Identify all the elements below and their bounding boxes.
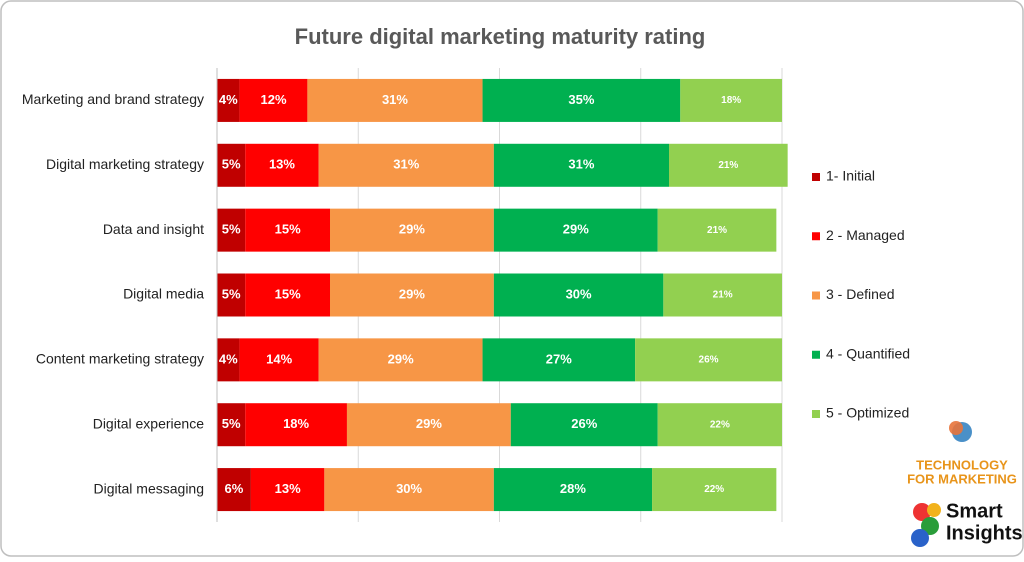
bar-segment (657, 403, 782, 447)
data-label: 5% (222, 222, 241, 237)
data-label: 13% (269, 157, 295, 172)
y-tick-label: Digital experience (93, 415, 204, 431)
logo-icon (921, 517, 939, 535)
data-label: 31% (568, 157, 594, 172)
data-label: 22% (704, 484, 724, 495)
data-label: 18% (283, 416, 309, 431)
bar-segment (318, 143, 494, 187)
data-label: 12% (260, 92, 286, 107)
legend-label: 3 - Defined (826, 286, 894, 302)
bar-segment (217, 208, 246, 252)
y-tick-label: Marketing and brand strategy (22, 91, 204, 107)
brand-text: Insights (946, 522, 1023, 544)
bar-segment (318, 338, 483, 382)
data-label: 15% (275, 222, 301, 237)
data-label: 15% (275, 286, 301, 301)
chart-title: Future digital marketing maturity rating (295, 24, 706, 49)
data-label: 14% (266, 351, 292, 366)
bar-segment (493, 468, 653, 512)
data-label: 21% (707, 225, 727, 236)
bar-segment (245, 143, 319, 187)
y-tick-label: Content marketing strategy (36, 351, 204, 367)
data-label: 5% (222, 416, 241, 431)
data-label: 13% (275, 481, 301, 496)
data-label: 29% (399, 222, 425, 237)
bar-segment (324, 468, 494, 512)
legend-swatch (812, 173, 820, 181)
logo-icon (911, 529, 929, 547)
bar-segment (330, 208, 494, 252)
bar-segment (217, 468, 251, 512)
data-label: 27% (546, 351, 572, 366)
bar-segment (217, 338, 240, 382)
bar-segment (669, 143, 788, 187)
legend-swatch (812, 291, 820, 300)
y-tick-label: Digital marketing strategy (46, 156, 204, 172)
bar-segment (680, 78, 782, 122)
data-label: 28% (560, 481, 586, 496)
data-label: 4% (219, 92, 238, 107)
bar-segment (239, 338, 319, 382)
bar-segment (330, 273, 494, 317)
bar-segment (307, 78, 483, 122)
bar-segment (250, 468, 325, 512)
data-label: 30% (396, 481, 422, 496)
bar-segment (652, 468, 777, 512)
data-label: 5% (222, 286, 241, 301)
data-label: 35% (568, 92, 594, 107)
data-label: 18% (721, 95, 741, 106)
bar-segment (482, 78, 681, 122)
y-tick-label: Digital messaging (94, 480, 205, 496)
brand-text: Smart (946, 500, 1003, 522)
data-label: 21% (718, 160, 738, 171)
data-label: 22% (710, 419, 730, 430)
brand-text: FOR MARKETING (907, 471, 1017, 486)
legend-label: 5 - Optimized (826, 405, 909, 421)
bar-segment (493, 273, 664, 317)
y-tick-label: Digital media (123, 286, 204, 302)
data-label: 6% (225, 481, 244, 496)
bar-segment (217, 273, 246, 317)
bar-segment (245, 208, 330, 252)
bar-segment (217, 143, 246, 187)
bar-segment (493, 143, 669, 187)
logo-icon (927, 503, 941, 517)
data-label: 5% (222, 157, 241, 172)
branding: TECHNOLOGY FOR MARKETING Smart Insights (907, 421, 1023, 547)
data-label: 29% (416, 416, 442, 431)
data-label: 29% (399, 286, 425, 301)
bar-segment (635, 338, 782, 382)
data-label: 31% (393, 157, 419, 172)
legend-swatch (812, 350, 820, 359)
data-label: 26% (699, 354, 719, 365)
data-label: 29% (563, 222, 589, 237)
legend-swatch (812, 232, 820, 241)
bar-segment (663, 273, 782, 317)
bar-segment (482, 338, 636, 382)
legend-label: 1- Initial (826, 168, 875, 184)
data-label: 4% (219, 351, 238, 366)
bar-segment (245, 403, 347, 447)
data-label: 29% (388, 351, 414, 366)
data-label: 26% (571, 416, 597, 431)
data-label: 31% (382, 92, 408, 107)
data-label: 30% (566, 286, 592, 301)
brand-text: TECHNOLOGY (916, 457, 1008, 472)
bar-segment (239, 78, 308, 122)
bar-segment (217, 78, 240, 122)
bar-segment (493, 208, 658, 252)
bar-segment (510, 403, 658, 447)
bar-segment (657, 208, 777, 252)
logo-icon (913, 503, 931, 521)
legend-label: 4 - Quantified (826, 345, 910, 361)
y-tick-label: Data and insight (103, 221, 204, 237)
bar-segment (217, 403, 246, 447)
legend-swatch (812, 410, 820, 418)
bar-segment (245, 273, 330, 317)
bar-segment (346, 403, 511, 447)
data-label: 21% (713, 290, 733, 301)
logo-icon (949, 421, 963, 435)
legend-label: 2 - Managed (826, 227, 905, 243)
